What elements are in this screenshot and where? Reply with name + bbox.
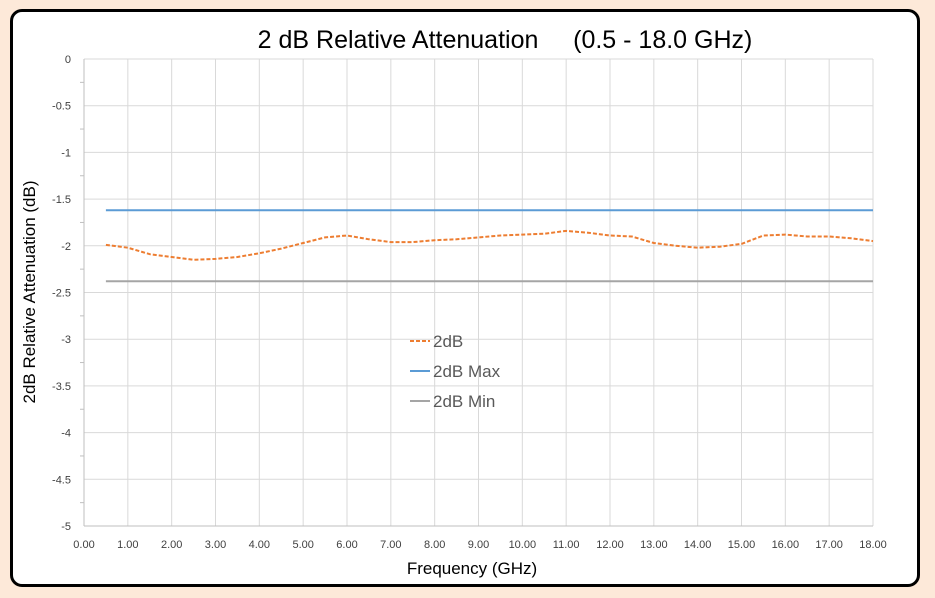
x-tick-label: 3.00 [205,539,226,551]
x-tick-label: 16.00 [772,539,800,551]
legend: 2dB 2dB Max 2dB Min [410,332,501,411]
y-tick-label: -5 [61,521,71,533]
y-minor-ticks [80,81,84,504]
y-tick-label: -2.5 [52,288,71,300]
legend-label: 2dB Min [433,392,495,411]
x-tick-label: 18.00 [859,539,887,551]
legend-label: 2dB Max [433,362,501,381]
x-tick-label: 8.00 [424,539,445,551]
series-group [105,209,874,283]
grid-lines [83,58,874,527]
x-tick-label: 6.00 [336,539,357,551]
x-tick-label: 13.00 [640,539,668,551]
y-tick-label: -4.5 [52,474,71,486]
y-tick-label: 0 [65,54,71,66]
x-tick-label: 17.00 [815,539,843,551]
y-tick-label: -1 [61,147,71,159]
y-tick-label: -3.5 [52,381,71,393]
x-axis-label: Frequency (GHz) [407,559,537,578]
x-tick-label: 10.00 [509,539,537,551]
x-tick-label: 4.00 [249,539,270,551]
y-tick-label: -3 [61,334,71,346]
x-tick-label: 15.00 [728,539,756,551]
x-tick-label: 2.00 [161,539,182,551]
y-tick-label: -2 [61,241,71,253]
x-tick-label: 14.00 [684,539,712,551]
x-tick-label: 0.00 [73,539,94,551]
y-tick-label: -4 [61,428,71,440]
series-line-2db [105,229,874,261]
y-tick-label: -0.5 [52,101,71,113]
y-tick-label: -1.5 [52,194,71,206]
x-tick-label: 12.00 [596,539,624,551]
x-tick-label: 5.00 [292,539,313,551]
x-tick-label: 7.00 [380,539,401,551]
legend-label: 2dB [433,332,463,351]
y-axis-label: 2dB Relative Attenuation (dB) [20,180,39,403]
x-tick-label: 11.00 [553,539,580,551]
chart-title: 2 dB Relative Attenuation (0.5 - 18.0 GH… [258,26,753,54]
x-tick-label: 9.00 [468,539,489,551]
x-axis: 0.00 1.00 2.00 3.00 4.00 5.00 6.00 7.00 8.00 9.00… [73,525,887,551]
y-axis: 0 -0.5 -1 -1.5 -2 -2.5 -3 -3.5 -4 -4.5 -5 [52,54,85,533]
x-tick-label: 1.00 [117,539,138,551]
